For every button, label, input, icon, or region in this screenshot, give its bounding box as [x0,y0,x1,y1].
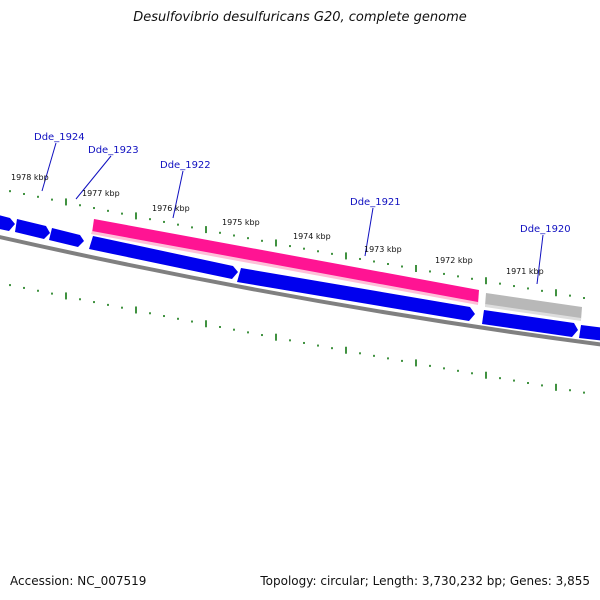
kbp-label-1978: 1978 kbp [11,173,49,182]
kbp-label-1975: 1975 kbp [222,218,260,227]
scale-labels: 1978 kbp 1977 kbp 1976 kbp 1975 kbp 1974… [11,173,544,276]
gene-left-1[interactable] [0,214,15,231]
gene-dde-1920-grey[interactable] [485,293,582,320]
gene-dde-1922-highlight[interactable] [92,219,479,304]
gene-label-dde-1922[interactable]: Dde_1922 [160,160,211,171]
kbp-label-1972: 1972 kbp [435,256,473,265]
kbp-label-1976: 1976 kbp [152,204,190,213]
gene-label-dde-1920[interactable]: Dde_1920 [520,224,571,235]
gene-blue-3[interactable] [482,310,578,337]
map-title: Desulfovibrio desulfuricans G20, complet… [133,10,467,25]
genome-summary-text: Topology: circular; Length: 3,730,232 bp… [260,574,590,588]
gene-dde-1920-grey-edge [485,304,581,321]
kbp-label-1974: 1974 kbp [293,232,331,241]
gene-labels: Dde_1924 Dde_1923 Dde_1922 Dde_1921 Dde_… [34,132,571,235]
gene-label-dde-1924[interactable]: Dde_1924 [34,132,85,143]
gene-dde-1921[interactable] [237,268,475,321]
kbp-label-1977: 1977 kbp [82,189,120,198]
gene-label-dde-1921[interactable]: Dde_1921 [350,197,401,208]
genome-backbone [0,235,600,347]
kbp-label-1971: 1971 kbp [506,267,544,276]
gene-blue-4[interactable] [579,325,600,341]
gene-blue-1[interactable] [89,236,238,279]
scale-ticks-lower [9,284,585,394]
scale-ticks-upper [9,190,585,300]
gene-label-dde-1923[interactable]: Dde_1923 [88,145,139,156]
gene-dde-1922-highlight-edge [91,231,478,305]
kbp-label-1973: 1973 kbp [364,245,402,254]
gene-dde-1924[interactable] [15,219,50,239]
accession-text: Accession: NC_007519 [10,574,147,588]
gene-dde-1923[interactable] [49,228,84,247]
gene-label-connectors [41,142,544,285]
